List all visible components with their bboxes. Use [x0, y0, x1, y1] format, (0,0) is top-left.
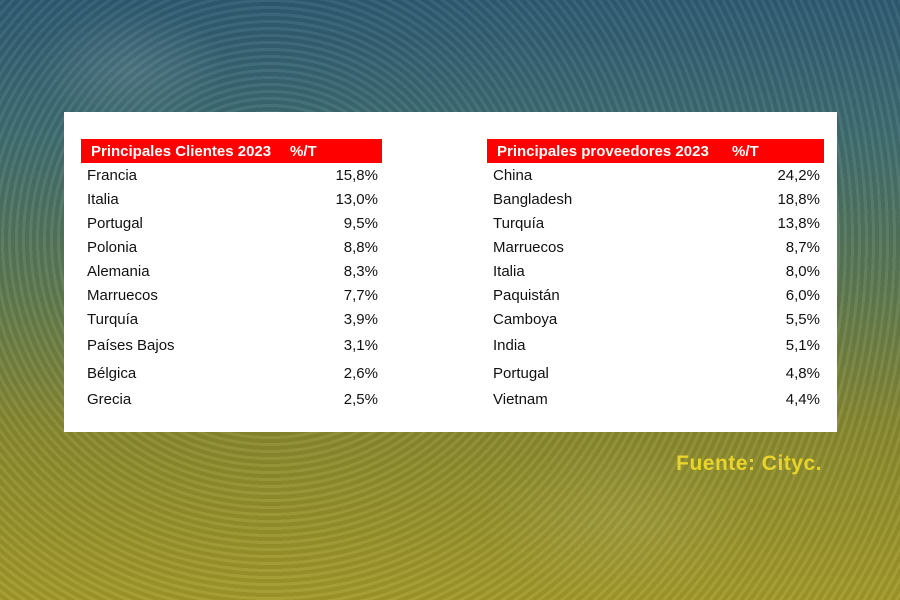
suppliers-header-label: Principales proveedores 2023 [497, 142, 709, 160]
pct-cell: 3,1% [343, 336, 378, 354]
country-cell: Camboya [493, 310, 558, 328]
country-cell: Portugal [87, 214, 143, 232]
country-cell: Alemania [87, 262, 150, 280]
table-row: Bélgica 2,6% [81, 359, 382, 387]
pct-cell: 5,5% [785, 310, 820, 328]
country-cell: Países Bajos [87, 336, 175, 354]
country-cell: Polonia [87, 238, 138, 256]
country-cell: Vietnam [493, 390, 548, 408]
pct-cell: 4,8% [785, 364, 820, 382]
table-row: India 5,1% [487, 331, 824, 359]
pct-cell: 3,9% [343, 310, 378, 328]
table-row: Bangladesh 18,8% [487, 187, 824, 211]
country-cell: Grecia [87, 390, 132, 408]
country-cell: Bangladesh [493, 190, 573, 208]
pct-cell: 4,4% [785, 390, 820, 408]
table-row: Polonia 8,8% [81, 235, 382, 259]
table-row: Marruecos 8,7% [487, 235, 824, 259]
country-cell: Turquía [87, 310, 139, 328]
clients-table: Principales Clientes 2023 %/T Francia 15,… [81, 139, 382, 411]
table-row: Alemania 8,3% [81, 259, 382, 283]
source-caption: Fuente: Cityc. [676, 452, 822, 475]
table-row: Marruecos 7,7% [81, 283, 382, 307]
country-cell: Bélgica [87, 364, 137, 382]
pct-cell: 13,8% [777, 214, 820, 232]
table-row: Camboya 5,5% [487, 307, 824, 331]
pct-cell: 13,0% [335, 190, 378, 208]
clients-header-pct: %/T [290, 142, 317, 160]
country-cell: India [493, 336, 526, 354]
clients-table-header: Principales Clientes 2023 %/T [81, 139, 382, 163]
pct-cell: 7,7% [343, 286, 378, 304]
table-row: Portugal 4,8% [487, 359, 824, 387]
suppliers-table-header: Principales proveedores 2023 %/T [487, 139, 824, 163]
country-cell: Marruecos [493, 238, 564, 256]
suppliers-table: Principales proveedores 2023 %/T China 24… [487, 139, 824, 411]
pct-cell: 5,1% [785, 336, 820, 354]
table-row: Paquistán 6,0% [487, 283, 824, 307]
pct-cell: 8,0% [785, 262, 820, 280]
table-row: Países Bajos 3,1% [81, 331, 382, 359]
country-cell: China [493, 166, 533, 184]
pct-cell: 24,2% [777, 166, 820, 184]
country-cell: Francia [87, 166, 138, 184]
country-cell: Italia [493, 262, 525, 280]
clients-header-label: Principales Clientes 2023 [91, 142, 272, 160]
pct-cell: 18,8% [777, 190, 820, 208]
tables-panel: Principales Clientes 2023 %/T Francia 15,… [64, 112, 837, 432]
table-row: Francia 15,8% [81, 163, 382, 187]
country-cell: Turquía [493, 214, 545, 232]
country-cell: Portugal [493, 364, 549, 382]
table-row: China 24,2% [487, 163, 824, 187]
country-cell: Italia [87, 190, 119, 208]
table-row: Italia 8,0% [487, 259, 824, 283]
pct-cell: 15,8% [335, 166, 378, 184]
pct-cell: 2,6% [343, 364, 378, 382]
country-cell: Paquistán [493, 286, 560, 304]
table-row: Turquía 13,8% [487, 211, 824, 235]
table-row: Italia 13,0% [81, 187, 382, 211]
country-cell: Marruecos [87, 286, 158, 304]
pct-cell: 6,0% [785, 286, 820, 304]
pct-cell: 9,5% [343, 214, 378, 232]
suppliers-header-pct: %/T [732, 142, 759, 160]
pct-cell: 2,5% [343, 390, 378, 408]
table-row: Portugal 9,5% [81, 211, 382, 235]
table-row: Turquía 3,9% [81, 307, 382, 331]
table-row: Vietnam 4,4% [487, 387, 824, 411]
pct-cell: 8,3% [343, 262, 378, 280]
table-row: Grecia 2,5% [81, 387, 382, 411]
pct-cell: 8,8% [343, 238, 378, 256]
pct-cell: 8,7% [785, 238, 820, 256]
